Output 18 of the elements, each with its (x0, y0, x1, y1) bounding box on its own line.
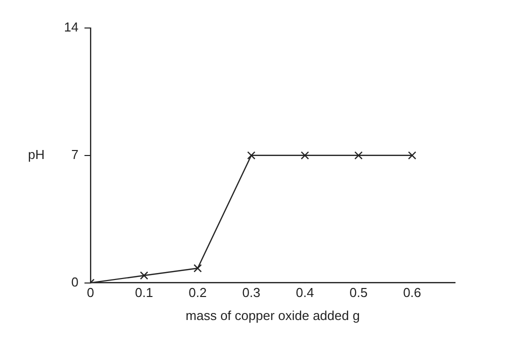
y-axis-title: pH (28, 146, 45, 162)
x-axis-title: mass of copper oxide added g (186, 308, 360, 323)
x-tick-label: 0.5 (349, 285, 368, 300)
point (140, 271, 148, 280)
x-tick-label: 0.2 (188, 285, 207, 300)
x-tick-label: 0.3 (242, 285, 260, 300)
x-tick-label: 0 (86, 285, 94, 300)
point (194, 264, 202, 272)
x-tick-label: 0.6 (403, 285, 422, 300)
y-tick-label: 7 (71, 146, 78, 162)
x-tick-label: 0.4 (296, 285, 314, 300)
y-tick-label: 14 (64, 20, 78, 35)
x-tick-label: 0.1 (135, 285, 154, 300)
point (247, 151, 256, 160)
point (300, 151, 310, 160)
point (408, 151, 416, 160)
point (354, 151, 363, 160)
y-tick-label: 0 (71, 274, 78, 290)
